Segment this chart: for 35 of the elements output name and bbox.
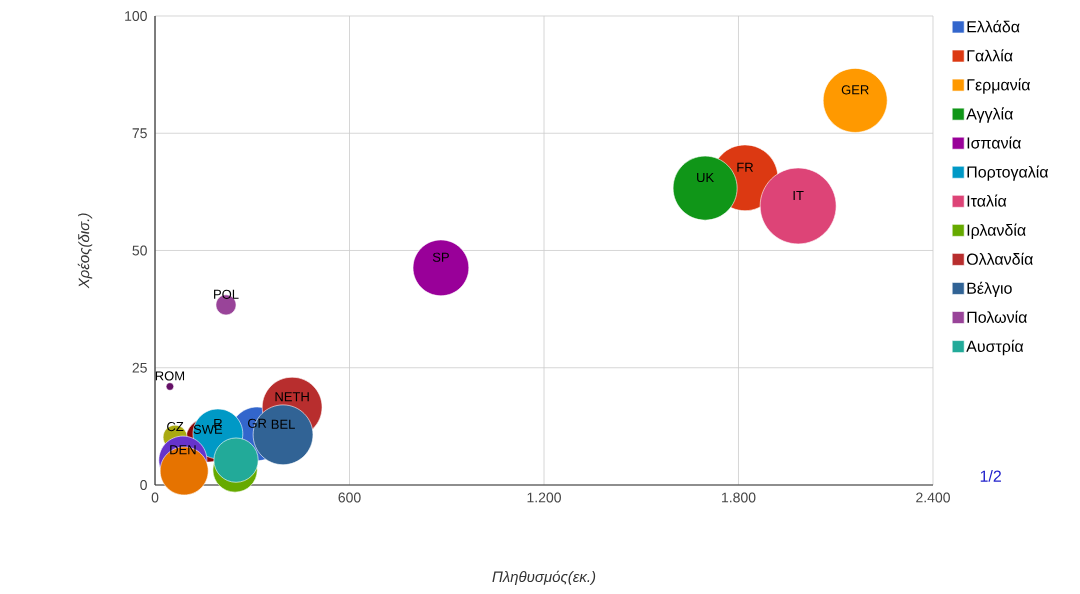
y-tick-label: 50 — [132, 245, 147, 256]
x-tick-label: 1.800 — [722, 492, 756, 503]
x-tick-label: 1.200 — [527, 492, 561, 503]
legend-label: Ολλανδία — [966, 252, 1033, 265]
annotation: BEL — [271, 419, 295, 429]
x-tick-label: 600 — [338, 492, 361, 503]
annotation: FR — [737, 162, 754, 172]
annotation: POL — [214, 289, 239, 299]
legend-label: Ισπανία — [967, 136, 1021, 149]
y-tick-label: 0 — [140, 480, 147, 490]
legend-label: Αγγλία — [966, 107, 1013, 123]
y-tick-label: 100 — [125, 11, 147, 21]
legend-label: Ιρλανδία — [967, 223, 1026, 239]
annotation: GER — [841, 85, 869, 95]
annotation: ROM — [155, 371, 185, 381]
legend-label: Πολωνία — [967, 310, 1027, 323]
legend-label: Αυστρία — [966, 339, 1024, 356]
legend-label: Ελλάδα — [967, 20, 1020, 33]
y-tick-label: 75 — [132, 128, 147, 139]
legend-label: Γερμανία — [967, 78, 1031, 94]
x-tick-label: 0 — [151, 492, 159, 503]
annotation: GR — [248, 418, 267, 428]
annotation: IT — [793, 191, 804, 200]
y-tick-label: 25 — [132, 362, 147, 373]
annotation: SP — [432, 252, 449, 262]
x-axis-title: Πληθυσμός(εκ.) — [492, 570, 596, 586]
annotation: UK — [697, 173, 714, 183]
annotation: NETH — [275, 392, 309, 402]
legend-label: Γαλλία — [967, 49, 1013, 62]
legend-label: Πορτογαλία — [967, 165, 1049, 181]
legend-label: Βέλγιο — [967, 281, 1012, 298]
x-tick-label: 2.400 — [916, 492, 950, 503]
text: 1/2 — [980, 470, 1001, 482]
y-axis-title: Χρέος(δισ.) — [77, 213, 93, 289]
legend-label: Ιταλία — [967, 194, 1007, 207]
